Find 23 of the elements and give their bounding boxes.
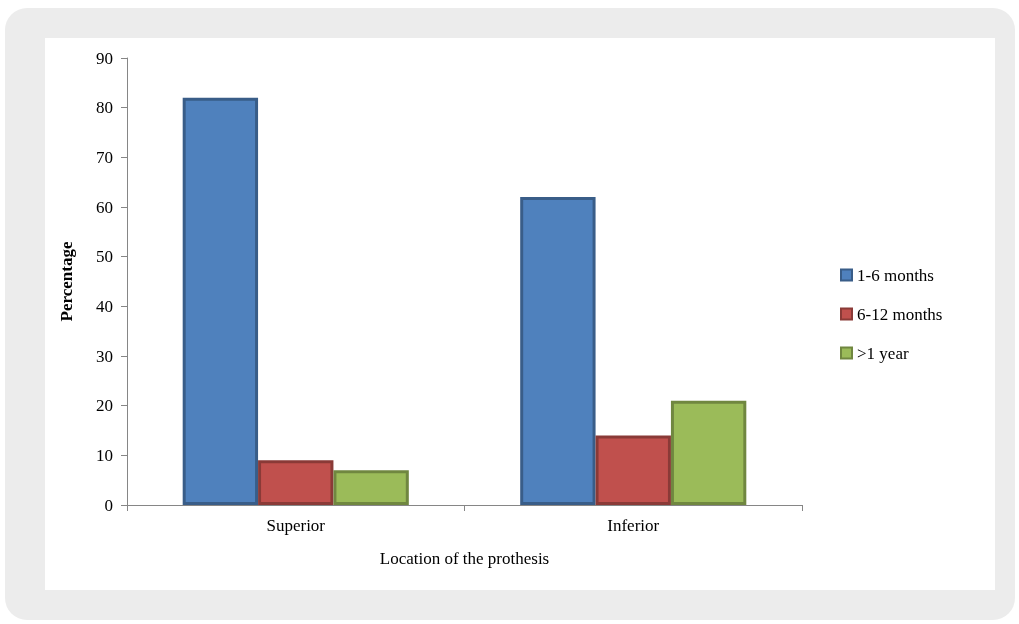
x-tick-label: Inferior xyxy=(607,516,660,535)
x-tick-label: Superior xyxy=(266,516,326,535)
x-axis-title: Location of the prothesis xyxy=(379,549,550,568)
y-tick-label: 40 xyxy=(96,296,113,316)
y-axis-title: Percentage xyxy=(57,241,76,322)
legend-label: 6-12 months xyxy=(857,304,943,324)
y-tick-label: 90 xyxy=(96,48,113,68)
y-tick-label: 50 xyxy=(96,247,113,267)
bar xyxy=(333,470,409,505)
bar xyxy=(520,197,596,505)
y-tick-label: 20 xyxy=(96,396,113,416)
y-tick-label: 80 xyxy=(96,98,113,118)
y-tick-label: 10 xyxy=(96,445,113,465)
y-tick-label: 0 xyxy=(104,495,113,515)
bar xyxy=(182,97,259,505)
y-tick-label: 30 xyxy=(96,346,113,366)
legend-label: 1-6 months xyxy=(857,265,934,285)
bar xyxy=(595,435,671,505)
bar xyxy=(258,460,334,505)
bar xyxy=(670,400,747,505)
y-tick-label: 70 xyxy=(96,147,113,167)
y-tick-label: 60 xyxy=(96,197,113,217)
legend-label: >1 year xyxy=(857,343,909,363)
